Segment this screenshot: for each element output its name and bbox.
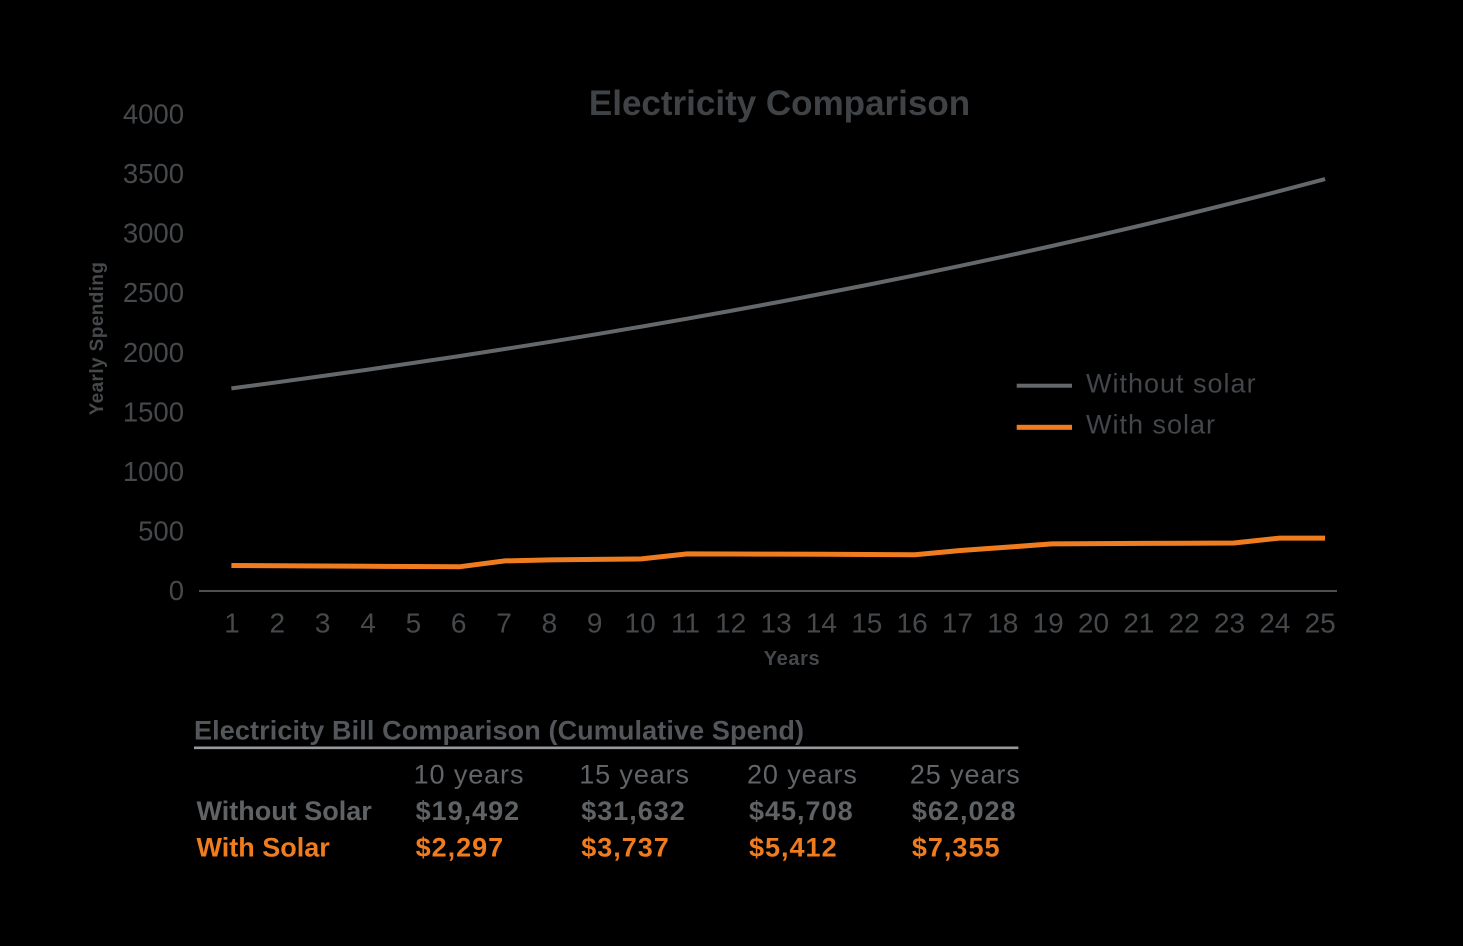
svg-text:19: 19 (1033, 608, 1064, 639)
svg-text:Electricity Bill Comparison (C: Electricity Bill Comparison (Cumulative … (194, 715, 804, 745)
svg-text:$7,355: $7,355 (912, 832, 1001, 862)
svg-text:24: 24 (1259, 608, 1290, 639)
svg-text:2000: 2000 (123, 337, 184, 368)
svg-text:$19,492: $19,492 (416, 796, 521, 826)
svg-text:1: 1 (224, 608, 240, 639)
svg-text:12: 12 (715, 608, 746, 639)
svg-text:25 years: 25 years (910, 760, 1021, 790)
svg-text:$62,028: $62,028 (912, 796, 1017, 826)
svg-text:22: 22 (1169, 608, 1200, 639)
svg-text:Electricity Comparison: Electricity Comparison (589, 84, 970, 123)
svg-text:13: 13 (761, 608, 792, 639)
svg-text:5: 5 (406, 608, 422, 639)
svg-text:Yearly Spending: Yearly Spending (87, 262, 108, 416)
svg-text:Without solar: Without solar (1086, 369, 1257, 399)
svg-text:20 years: 20 years (747, 760, 858, 790)
svg-text:3000: 3000 (123, 218, 184, 249)
svg-text:17: 17 (942, 608, 973, 639)
svg-text:$5,412: $5,412 (749, 832, 838, 862)
svg-text:25: 25 (1305, 608, 1336, 639)
svg-text:$31,632: $31,632 (581, 796, 686, 826)
svg-text:6: 6 (451, 608, 467, 639)
svg-text:Without Solar: Without Solar (197, 796, 373, 826)
svg-text:With solar: With solar (1086, 410, 1216, 440)
svg-text:3: 3 (315, 608, 331, 639)
svg-text:16: 16 (897, 608, 928, 639)
svg-text:$3,737: $3,737 (581, 832, 670, 862)
svg-text:$45,708: $45,708 (749, 796, 854, 826)
svg-text:14: 14 (806, 608, 837, 639)
svg-text:20: 20 (1078, 608, 1109, 639)
svg-text:1500: 1500 (123, 396, 184, 427)
svg-text:10 years: 10 years (414, 760, 525, 790)
svg-text:10: 10 (625, 608, 656, 639)
svg-text:7: 7 (496, 608, 512, 639)
svg-text:8: 8 (542, 608, 558, 639)
svg-text:4000: 4000 (123, 98, 184, 129)
svg-text:500: 500 (138, 516, 184, 547)
svg-text:11: 11 (671, 608, 700, 639)
svg-text:3500: 3500 (123, 158, 184, 189)
svg-text:2: 2 (270, 608, 286, 639)
svg-text:15 years: 15 years (579, 760, 690, 790)
svg-text:2500: 2500 (123, 277, 184, 308)
svg-text:23: 23 (1214, 608, 1245, 639)
svg-text:Years: Years (764, 648, 820, 670)
svg-text:9: 9 (587, 608, 603, 639)
svg-text:$2,297: $2,297 (416, 832, 505, 862)
svg-text:1000: 1000 (123, 456, 184, 487)
svg-text:4: 4 (360, 608, 376, 639)
svg-text:With Solar: With Solar (197, 832, 331, 862)
svg-text:15: 15 (851, 608, 882, 639)
svg-text:21: 21 (1123, 608, 1154, 639)
svg-text:18: 18 (987, 608, 1018, 639)
svg-text:0: 0 (169, 575, 184, 606)
